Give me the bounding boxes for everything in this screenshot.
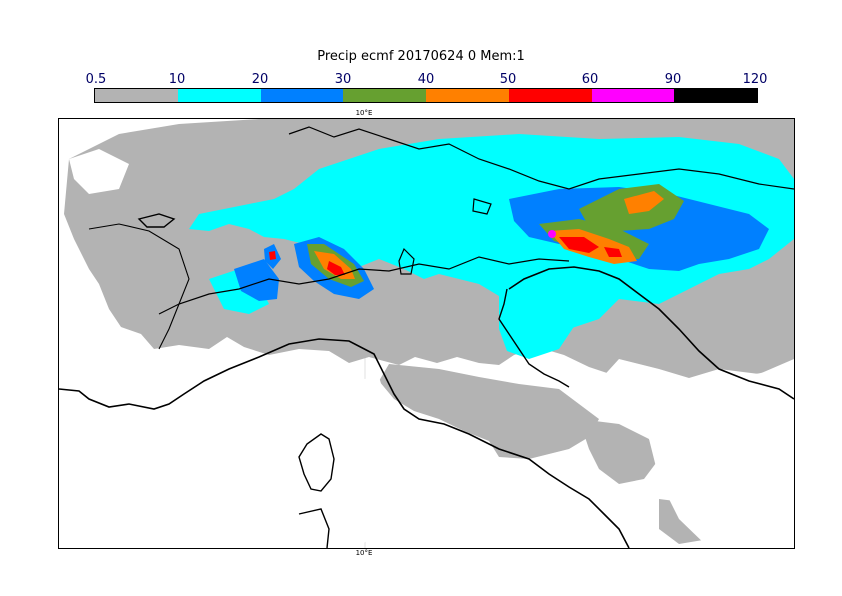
precip-region-gray-south [379, 364, 599, 459]
legend-labels: 0.5 10 20 30 40 50 60 90 120 [0, 72, 842, 88]
precip-region-magenta [548, 230, 556, 238]
legend-label: 120 [742, 72, 768, 87]
legend-label: 40 [417, 72, 435, 87]
legend-label: 10 [168, 72, 186, 87]
corsica-coast [298, 433, 335, 492]
border-north [288, 126, 794, 190]
coastline-istria [498, 288, 570, 388]
precipitation-map [58, 118, 795, 549]
legend-label: 60 [581, 72, 599, 87]
lake [398, 247, 415, 275]
precip-region-blue-3 [234, 259, 279, 301]
lake [472, 198, 492, 215]
no-precip-hole [599, 359, 794, 548]
border-west [88, 223, 190, 350]
color-legend-bar [94, 88, 758, 103]
legend-label: 20 [251, 72, 269, 87]
legend-segment [426, 89, 509, 102]
precip-region-red-2 [327, 261, 345, 275]
lake-geneva [137, 213, 176, 228]
precip-region-cyan [189, 134, 794, 329]
coastline-adriatic [508, 266, 794, 400]
border-alps [158, 256, 570, 315]
precip-region-red-3 [604, 247, 622, 257]
longitude-label-bottom: 10°E [355, 549, 373, 557]
precip-region-gray-adriatic [579, 419, 659, 484]
coastline [59, 338, 630, 548]
legend-label: 30 [334, 72, 352, 87]
precip-region-orange-3 [624, 191, 664, 214]
no-precip-hole [69, 149, 129, 194]
legend-label: 90 [664, 72, 682, 87]
legend-segment [343, 89, 426, 102]
legend-segment [177, 89, 261, 102]
legend-segment [674, 89, 757, 102]
precip-region-red [559, 237, 599, 253]
legend-segment [95, 89, 178, 102]
map-svg [59, 119, 794, 548]
legend-label: 0.5 [85, 72, 107, 87]
sardinia-coast [298, 508, 330, 548]
precip-region-red-4 [269, 251, 276, 260]
chart-title: Precip ecmf 20170624 0 Mem:1 [317, 49, 525, 64]
precip-region-cyan-2 [499, 259, 579, 359]
legend-label: 50 [499, 72, 517, 87]
legend-segment [591, 89, 675, 102]
longitude-label-top: 10°E [355, 109, 373, 117]
legend-segment [508, 89, 592, 102]
legend-segment [260, 89, 344, 102]
